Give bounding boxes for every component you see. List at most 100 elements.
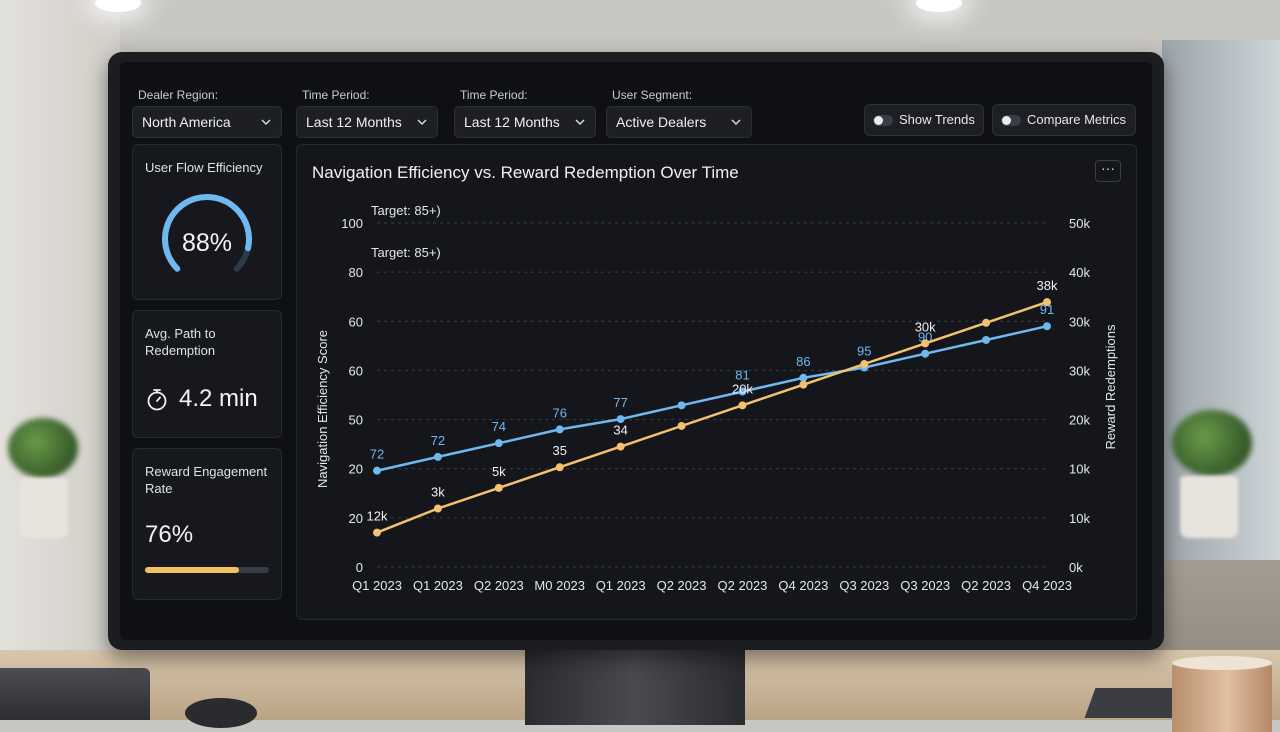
gauge-fill bbox=[162, 194, 252, 272]
dashboard-screen: Dealer Region: North America Time Period… bbox=[120, 62, 1152, 640]
show-trends-toggle[interactable]: Show Trends bbox=[864, 104, 984, 136]
data-label: 76 bbox=[552, 405, 566, 420]
left-tick-label: 20 bbox=[349, 462, 363, 477]
chart-panel: 100 50k 80 40k 60 30k 60 30k 50 20k 20 10k 20 10k 0 0k Q… bbox=[296, 144, 1137, 620]
left-tick-label: 60 bbox=[349, 314, 363, 329]
data-label: 72 bbox=[431, 433, 445, 448]
right-tick-label: 0k bbox=[1069, 560, 1083, 575]
filter-label: Time Period: bbox=[460, 88, 528, 102]
data-point bbox=[494, 439, 503, 448]
x-tick-label: Q2 2023 bbox=[718, 578, 768, 593]
background-plant bbox=[8, 418, 78, 478]
data-label: 20k bbox=[732, 381, 753, 396]
data-point bbox=[616, 415, 625, 424]
right-tick-label: 10k bbox=[1069, 511, 1090, 526]
data-point bbox=[433, 504, 442, 513]
data-label: 95 bbox=[857, 343, 871, 358]
data-label: 38k bbox=[1037, 278, 1058, 293]
ceiling-light bbox=[916, 0, 962, 12]
background-pot bbox=[20, 478, 68, 538]
toggle-switch[interactable] bbox=[1001, 115, 1021, 126]
toggle-switch[interactable] bbox=[873, 115, 893, 126]
chevron-down-icon bbox=[417, 119, 427, 126]
data-point bbox=[494, 483, 503, 492]
monitor-stand bbox=[525, 645, 745, 725]
target-annotation: Target: 85+) bbox=[371, 245, 441, 260]
kpi-value: 4.2 min bbox=[179, 385, 258, 412]
computer-mouse bbox=[185, 698, 257, 728]
compare-metrics-toggle[interactable]: Compare Metrics bbox=[992, 104, 1136, 136]
x-tick-label: Q1 2023 bbox=[352, 578, 402, 593]
data-label: 72 bbox=[370, 447, 384, 462]
kpi-reward-engagement: Reward Engagement Rate 76% bbox=[132, 448, 282, 600]
data-label: 91 bbox=[1040, 302, 1054, 317]
data-point bbox=[738, 387, 747, 396]
toggle-label: Compare Metrics bbox=[1027, 112, 1126, 127]
data-label: 74 bbox=[492, 419, 506, 434]
right-tick-label: 40k bbox=[1069, 265, 1090, 280]
right-tick-label: 30k bbox=[1069, 314, 1090, 329]
left-tick-label: 60 bbox=[349, 363, 363, 378]
target-annotation: Target: 85+) bbox=[371, 203, 441, 218]
right-tick-label: 10k bbox=[1069, 462, 1090, 477]
filter-label: Dealer Region: bbox=[138, 88, 219, 102]
data-point bbox=[921, 349, 930, 358]
left-tick-label: 50 bbox=[349, 413, 363, 428]
x-tick-label: Q1 2023 bbox=[596, 578, 646, 593]
background-wall bbox=[0, 0, 120, 720]
notebook bbox=[0, 668, 150, 720]
laptop bbox=[1084, 688, 1186, 718]
toggle-label: Show Trends bbox=[899, 112, 975, 127]
kpi-value: 76% bbox=[145, 521, 194, 548]
background-pot bbox=[1180, 476, 1238, 538]
time-period-select-2[interactable]: Last 12 Months bbox=[454, 106, 596, 138]
kpi-title: Reward Engagement Rate bbox=[145, 464, 268, 496]
filter-label: User Segment: bbox=[612, 88, 693, 102]
left-tick-label: 80 bbox=[349, 265, 363, 280]
data-point bbox=[921, 339, 930, 348]
kpi-user-flow-efficiency: User Flow Efficiency 88% bbox=[132, 144, 282, 300]
toggle-knob bbox=[1002, 116, 1011, 125]
data-label: 81 bbox=[735, 368, 749, 383]
dealer-region-select[interactable]: North America bbox=[132, 106, 282, 138]
time-period-select[interactable]: Last 12 Months bbox=[296, 106, 438, 138]
select-value: North America bbox=[142, 114, 231, 130]
series-line bbox=[376, 300, 1048, 534]
filter-label: Time Period: bbox=[302, 88, 370, 102]
select-value: Last 12 Months bbox=[306, 114, 402, 130]
data-point bbox=[799, 373, 808, 382]
data-point bbox=[555, 425, 564, 434]
data-point bbox=[616, 442, 625, 451]
user-segment-select[interactable]: Active Dealers bbox=[606, 106, 752, 138]
series-line bbox=[376, 324, 1048, 472]
left-tick-label: 100 bbox=[341, 216, 363, 231]
data-point bbox=[982, 335, 991, 344]
chevron-down-icon bbox=[575, 119, 585, 126]
data-point bbox=[738, 401, 747, 410]
data-point bbox=[982, 318, 991, 327]
data-point bbox=[799, 380, 808, 389]
data-point bbox=[555, 463, 564, 472]
data-label: 34 bbox=[613, 423, 627, 438]
more-icon[interactable]: ··· bbox=[1095, 160, 1121, 182]
x-tick-label: Q3 2023 bbox=[839, 578, 889, 593]
data-point bbox=[373, 528, 381, 537]
data-point bbox=[433, 452, 442, 461]
x-tick-label: Q2 2023 bbox=[657, 578, 707, 593]
data-label: 77 bbox=[613, 395, 627, 410]
data-point bbox=[677, 421, 686, 430]
left-tick-label: 20 bbox=[349, 511, 363, 526]
data-point bbox=[373, 466, 381, 475]
data-point bbox=[860, 360, 869, 369]
kpi-avg-path: Avg. Path to Redemption 4.2 min bbox=[132, 310, 282, 438]
x-tick-label: Q3 2023 bbox=[900, 578, 950, 593]
monitor: Dealer Region: North America Time Period… bbox=[108, 52, 1164, 650]
x-tick-label: M0 2023 bbox=[534, 578, 585, 593]
data-label: 5k bbox=[492, 464, 506, 479]
data-point bbox=[1043, 298, 1051, 307]
data-label: 30k bbox=[915, 319, 936, 334]
select-value: Active Dealers bbox=[616, 114, 707, 130]
data-label: 3k bbox=[431, 485, 445, 500]
right-tick-label: 20k bbox=[1069, 413, 1090, 428]
chart-title: Navigation Efficiency vs. Reward Redempt… bbox=[312, 163, 739, 182]
